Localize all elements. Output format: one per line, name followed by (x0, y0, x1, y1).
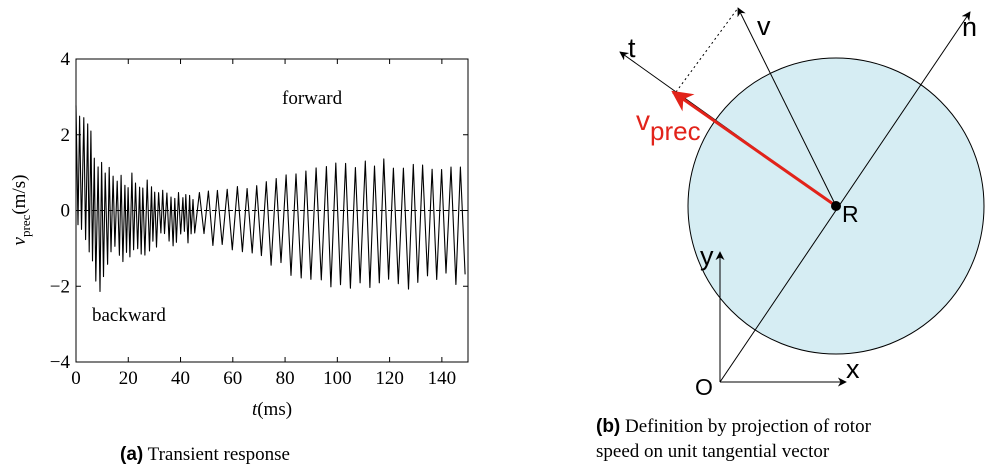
y-tick-label--2: −2 (50, 276, 70, 297)
x-tick-label-80: 80 (276, 368, 295, 389)
x-tick-label-140: 140 (428, 368, 457, 389)
label-R: R (842, 201, 859, 227)
chart-plot-area (75, 105, 468, 293)
x-tick-label-40: 40 (171, 368, 190, 389)
caption-b-line1-text: Definition by projection of rotor (625, 416, 871, 437)
caption-b-tag: (b) (596, 416, 621, 437)
y-tick-label-4: 4 (61, 49, 71, 70)
caption-b-line1: (b) Definition by projection of rotor (596, 414, 996, 439)
caption-b-line2: speed on unit tangential vector (596, 441, 830, 462)
x-axis-label-symbol: t (252, 399, 258, 420)
velocity-vector-v (737, 7, 837, 207)
series-line (75, 105, 466, 293)
x-axis-label: t(ms) (252, 399, 292, 420)
label-t: t (628, 33, 636, 63)
caption-a-text: Transient response (147, 444, 290, 465)
y-tick-label-2: 2 (61, 125, 71, 146)
rotor-center-point (831, 201, 841, 211)
label-O: O (695, 374, 713, 400)
x-axis-label-unit: (ms) (257, 399, 292, 420)
label-y: y (700, 241, 714, 271)
label-n: n (962, 12, 977, 42)
radial-line-o-to-n (719, 11, 971, 383)
annotation-backward: backward (92, 305, 166, 326)
x-tick-label-100: 100 (323, 368, 352, 389)
x-tick-label-20: 20 (119, 368, 138, 389)
y-axis-label-unit: (m/s) (9, 175, 30, 215)
x-tick-label-120: 120 (375, 368, 404, 389)
caption-a-tag: (a) (120, 444, 144, 465)
label-v: v (757, 11, 771, 41)
caption-a: (a) Transient response (120, 442, 290, 467)
vprec-vector (671, 90, 837, 208)
chart-axes: 0 20 40 60 80 100 120 140 −4 −2 0 2 4 (50, 49, 469, 389)
label-vprec: vprec (636, 105, 701, 146)
y-tick-label-0: 0 (61, 201, 71, 222)
label-vprec-main: v (636, 105, 650, 136)
label-vprec-sub: prec (650, 116, 701, 146)
x-tick-label-0: 0 (71, 368, 81, 389)
y-tick-label--4: −4 (50, 352, 71, 373)
y-axis-label-subscript: prec (18, 214, 33, 237)
annotation-forward: forward (282, 88, 343, 109)
y-axis-label: vprec(m/s) (9, 175, 33, 246)
projection-dotted-line (675, 7, 739, 93)
caption-b: (b) Definition by projection of rotor sp… (596, 414, 996, 464)
y-axis-label-symbol: v (9, 236, 30, 245)
x-tick-label-60: 60 (223, 368, 242, 389)
label-x: x (846, 354, 860, 384)
